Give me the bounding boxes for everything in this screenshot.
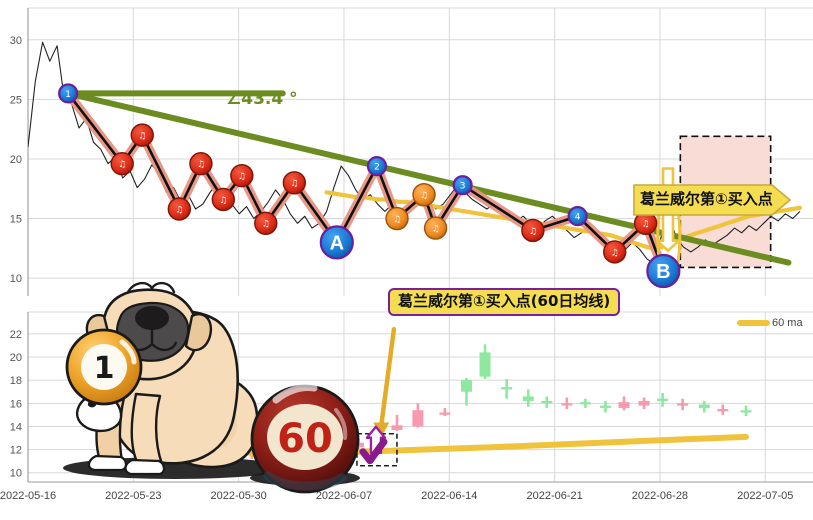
pivot-marker-note[interactable]: ♫ <box>522 219 544 241</box>
y-tick-label: 10 <box>10 273 22 285</box>
candlestick <box>580 399 591 408</box>
billiard-ball-1-number: 1 <box>94 351 115 386</box>
pivot-marker-note[interactable]: ♫ <box>413 184 435 206</box>
x-axis-ticks: 2022-05-16 2022-05-23 2022-05-30 2022-06-07… <box>0 490 793 502</box>
y-tick-label: 25 <box>10 94 22 106</box>
y-tick-label: 30 <box>10 35 22 47</box>
angle-label: ∠43.4 ° <box>226 89 298 109</box>
pivot-marker-note[interactable]: ♫ <box>131 124 153 146</box>
pivot-marker-note[interactable]: ♫ <box>255 212 277 234</box>
pivot-marker-A[interactable]: A <box>321 226 353 258</box>
x-tick-label: 2022-05-16 <box>0 490 56 502</box>
buy-point-banner-label: 葛兰威尔第①买入点 <box>640 188 773 209</box>
pivot-marker-label: 1 <box>65 90 71 100</box>
candlestick <box>541 396 552 408</box>
y-tick-label: 22 <box>10 329 22 341</box>
pivot-marker-label: ♫ <box>611 248 619 258</box>
candlestick <box>639 398 650 410</box>
candlestick <box>439 408 450 416</box>
y-tick-label: 15 <box>10 214 22 226</box>
x-tick-label: 2022-06-21 <box>526 490 582 502</box>
candlestick <box>657 393 668 407</box>
chart-screenshot-root: 1♫♫♫♫♫♫♫♫A2♫♫♫3♫4♫♫B 1015202530 10121416… <box>0 0 813 520</box>
pivot-marker-4[interactable]: 4 <box>569 207 587 225</box>
y-tick-label: 18 <box>10 375 22 387</box>
pivot-marker-label: ♫ <box>290 179 298 189</box>
top-y-axis-ticks: 10 15 20 25 30 <box>10 35 22 285</box>
pivot-marker-note[interactable]: ♫ <box>425 217 447 239</box>
y-tick-label: 14 <box>10 421 22 433</box>
candlestick <box>618 396 629 410</box>
pivot-marker-label: ♫ <box>642 220 650 230</box>
buy-point-annotation-box[interactable]: 葛兰威尔第①买入点(60日均线) <box>388 288 620 316</box>
pivot-marker-note[interactable]: ♫ <box>212 188 234 210</box>
pivot-marker-label: B <box>656 261 670 283</box>
pivot-marker-label: ♫ <box>529 227 537 237</box>
pivot-marker-note[interactable]: ♫ <box>231 165 253 187</box>
candlestick <box>501 379 512 399</box>
pivot-marker-label: 2 <box>374 163 380 173</box>
pivot-marker-label: ♫ <box>432 224 440 234</box>
x-tick-label: 2022-07-05 <box>737 490 793 502</box>
candlestick <box>461 378 472 406</box>
candlestick <box>677 399 688 411</box>
pivot-marker-label: ♫ <box>118 160 126 170</box>
candlestick <box>412 403 423 427</box>
x-tick-label: 2022-06-14 <box>421 490 477 502</box>
zigzag-line <box>68 93 663 271</box>
legend-label-60ma: 60 ma <box>772 317 803 329</box>
chart-canvas: 1♫♫♫♫♫♫♫♫A2♫♫♫3♫4♫♫B 1015202530 10121416… <box>0 0 813 520</box>
x-tick-label: 2022-06-07 <box>316 490 372 502</box>
pivot-marker-label: ♫ <box>420 191 428 201</box>
x-tick-label: 2022-05-23 <box>105 490 161 502</box>
pivot-marker-label: 4 <box>575 213 581 223</box>
pivot-marker-label: ♫ <box>197 160 205 170</box>
pivot-marker-note[interactable]: ♫ <box>168 198 190 220</box>
candlestick <box>717 404 728 414</box>
candlestick <box>699 401 710 413</box>
pivot-marker-3[interactable]: 3 <box>454 176 472 194</box>
y-tick-label: 20 <box>10 352 22 364</box>
pivot-marker-note[interactable]: ♫ <box>190 153 212 175</box>
x-tick-label: 2022-06-28 <box>632 490 688 502</box>
candlestick <box>600 401 611 413</box>
candlestick <box>392 415 403 431</box>
pivot-marker-2[interactable]: 2 <box>368 157 386 175</box>
y-tick-label: 12 <box>10 445 22 457</box>
pivot-marker-1[interactable]: 1 <box>59 84 77 102</box>
pivot-marker-note[interactable]: ♫ <box>111 153 133 175</box>
pivot-marker-label: ♫ <box>175 205 183 215</box>
bottom-y-axis-ticks: 10 12 14 16 18 20 22 <box>10 329 22 480</box>
pivot-marker-label: ♫ <box>219 196 227 206</box>
pivot-marker-label: ♫ <box>393 215 401 225</box>
pivot-marker-label: A <box>330 232 344 254</box>
candlestick <box>740 406 751 416</box>
annotation-arrow <box>373 329 394 437</box>
pivot-marker-label: ♫ <box>262 220 270 230</box>
pivot-marker-B[interactable]: B <box>647 255 679 287</box>
y-tick-label: 16 <box>10 398 22 410</box>
pivot-marker-note[interactable]: ♫ <box>604 241 626 263</box>
pivot-marker-note[interactable]: ♫ <box>386 208 408 230</box>
pivot-marker-label: ♫ <box>238 172 246 182</box>
billiard-ball-60-number: 60 <box>277 416 333 462</box>
candlestick <box>523 389 534 406</box>
x-tick-label: 2022-05-30 <box>211 490 267 502</box>
pivot-marker-label: ♫ <box>138 132 146 142</box>
pivot-marker-label: 3 <box>460 182 466 192</box>
dog-with-billiard-balls: 1 60 <box>63 283 360 492</box>
y-tick-label: 10 <box>10 468 22 480</box>
pivot-marker-note[interactable]: ♫ <box>283 172 305 194</box>
candlestick <box>480 344 491 379</box>
y-tick-label: 20 <box>10 154 22 166</box>
